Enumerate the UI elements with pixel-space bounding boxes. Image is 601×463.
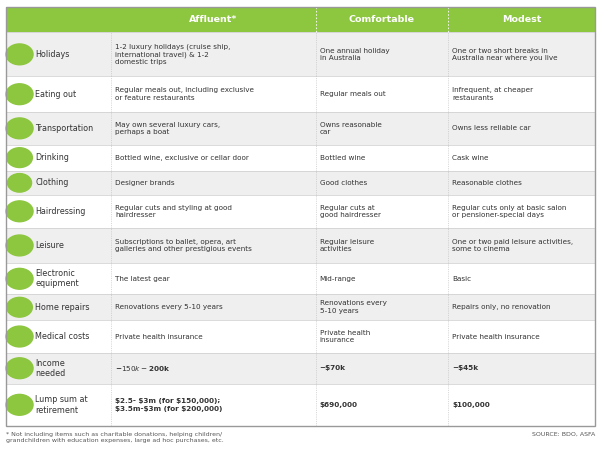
Text: Transportation: Transportation <box>35 124 94 133</box>
Circle shape <box>7 297 32 317</box>
FancyBboxPatch shape <box>6 144 595 171</box>
Text: Regular meals out, including exclusive
or feature restaurants: Regular meals out, including exclusive o… <box>115 88 254 101</box>
Circle shape <box>6 358 33 379</box>
Text: Bottled wine: Bottled wine <box>320 155 365 161</box>
Text: Reasonable clothes: Reasonable clothes <box>452 180 522 186</box>
FancyBboxPatch shape <box>6 263 595 294</box>
Text: * Not including items such as charitable donations, helping children/
grandchild: * Not including items such as charitable… <box>6 432 224 443</box>
Text: Infrequent, at cheaper
restaurants: Infrequent, at cheaper restaurants <box>452 88 533 101</box>
Text: Eating out: Eating out <box>35 90 76 99</box>
Text: ~$150k - $200k: ~$150k - $200k <box>115 364 171 373</box>
Text: 1-2 luxury holidays (cruise ship,
international travel) & 1-2
domestic trips: 1-2 luxury holidays (cruise ship, intern… <box>115 44 231 65</box>
Text: Mid-range: Mid-range <box>320 276 356 282</box>
FancyBboxPatch shape <box>6 320 595 353</box>
Text: Home repairs: Home repairs <box>35 303 90 312</box>
FancyBboxPatch shape <box>6 112 595 144</box>
Text: Hairdressing: Hairdressing <box>35 207 86 216</box>
Circle shape <box>6 394 33 415</box>
Text: Regular cuts only at basic salon
or pensioner-special days: Regular cuts only at basic salon or pens… <box>452 205 566 218</box>
Circle shape <box>6 235 33 256</box>
Text: SOURCE: BDO, ASFA: SOURCE: BDO, ASFA <box>532 432 595 437</box>
Circle shape <box>6 326 33 347</box>
Text: Private health insurance: Private health insurance <box>115 333 203 339</box>
Text: Holidays: Holidays <box>35 50 70 59</box>
Text: ~$45k: ~$45k <box>452 365 478 371</box>
Circle shape <box>6 44 33 65</box>
Text: Bottled wine, exclusive or cellar door: Bottled wine, exclusive or cellar door <box>115 155 249 161</box>
FancyBboxPatch shape <box>6 7 595 32</box>
Text: One annual holiday
in Australia: One annual holiday in Australia <box>320 48 389 61</box>
Text: Medical costs: Medical costs <box>35 332 90 341</box>
Circle shape <box>6 269 33 289</box>
Text: One or two short breaks in
Australia near where you live: One or two short breaks in Australia nea… <box>452 48 558 61</box>
FancyBboxPatch shape <box>6 384 595 426</box>
Text: May own several luxury cars,
perhaps a boat: May own several luxury cars, perhaps a b… <box>115 122 221 135</box>
FancyBboxPatch shape <box>6 32 595 76</box>
FancyBboxPatch shape <box>6 171 595 195</box>
Text: Regular cuts at
good hairdresser: Regular cuts at good hairdresser <box>320 205 380 218</box>
FancyBboxPatch shape <box>6 353 595 384</box>
Circle shape <box>6 84 33 105</box>
FancyBboxPatch shape <box>6 76 595 112</box>
Text: Designer brands: Designer brands <box>115 180 175 186</box>
Text: Clothing: Clothing <box>35 178 69 188</box>
Text: Regular cuts and styling at good
hairdresser: Regular cuts and styling at good hairdre… <box>115 205 233 218</box>
Text: Good clothes: Good clothes <box>320 180 367 186</box>
Text: Leisure: Leisure <box>35 241 64 250</box>
FancyBboxPatch shape <box>6 195 595 227</box>
FancyBboxPatch shape <box>6 227 595 263</box>
Text: The latest gear: The latest gear <box>115 276 170 282</box>
Text: Comfortable: Comfortable <box>349 15 415 24</box>
Text: Modest: Modest <box>502 15 541 24</box>
Text: Lump sum at
retirement: Lump sum at retirement <box>35 395 88 414</box>
Text: Renovations every 5-10 years: Renovations every 5-10 years <box>115 304 223 310</box>
Circle shape <box>6 201 33 222</box>
Text: Income
needed: Income needed <box>35 358 66 378</box>
Text: $690,000: $690,000 <box>320 402 358 408</box>
Text: Cask wine: Cask wine <box>452 155 489 161</box>
Text: Repairs only, no renovation: Repairs only, no renovation <box>452 304 551 310</box>
Text: $2.5- $3m (for $150,000);
$3.5m-$3m (for $200,000): $2.5- $3m (for $150,000); $3.5m-$3m (for… <box>115 398 223 412</box>
Text: Private health insurance: Private health insurance <box>452 333 540 339</box>
Text: Basic: Basic <box>452 276 471 282</box>
Circle shape <box>7 148 32 168</box>
Text: Owns reasonable
car: Owns reasonable car <box>320 122 382 135</box>
Text: Electronic
equipment: Electronic equipment <box>35 269 79 288</box>
Text: ~$70k: ~$70k <box>320 365 346 371</box>
FancyBboxPatch shape <box>6 294 595 320</box>
Text: Affluent*: Affluent* <box>189 15 237 24</box>
Text: Renovations every
5-10 years: Renovations every 5-10 years <box>320 300 386 314</box>
Circle shape <box>6 118 33 139</box>
Text: Regular meals out: Regular meals out <box>320 91 385 97</box>
Text: Subscriptions to ballet, opera, art
galleries and other prestigious events: Subscriptions to ballet, opera, art gall… <box>115 239 252 252</box>
Circle shape <box>7 174 32 192</box>
Text: Owns less reliable car: Owns less reliable car <box>452 125 531 131</box>
Text: Private health
insurance: Private health insurance <box>320 330 370 343</box>
Text: Drinking: Drinking <box>35 153 69 162</box>
Text: One or two paid leisure activities,
some to cinema: One or two paid leisure activities, some… <box>452 239 573 252</box>
Text: $100,000: $100,000 <box>452 402 490 408</box>
Text: Regular leisure
activities: Regular leisure activities <box>320 239 374 252</box>
